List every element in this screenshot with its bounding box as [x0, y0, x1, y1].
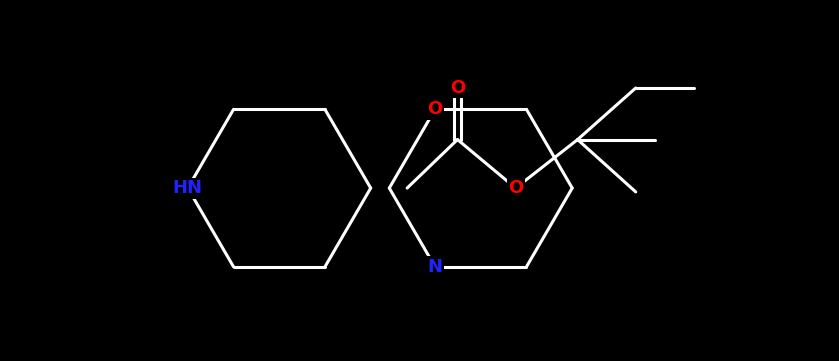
Text: O: O — [427, 100, 443, 118]
Text: HN: HN — [173, 179, 203, 197]
Text: O: O — [450, 79, 465, 97]
Text: N: N — [428, 258, 442, 276]
Text: O: O — [508, 179, 524, 197]
